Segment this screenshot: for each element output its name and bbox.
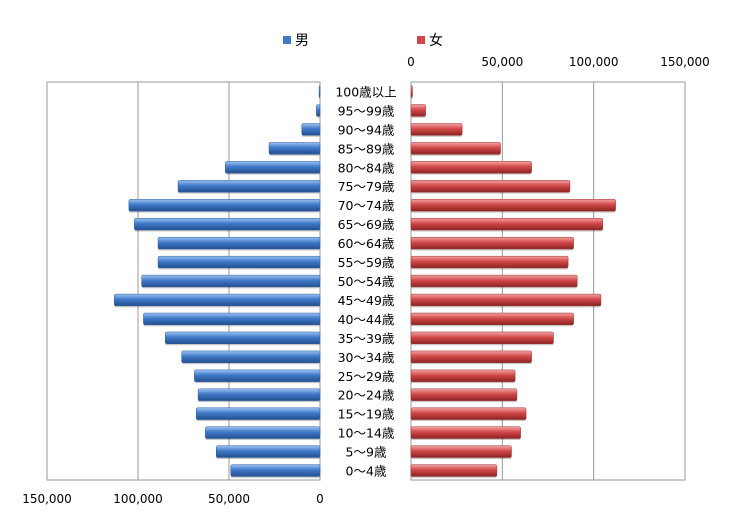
male-bar <box>194 369 321 382</box>
category-label: 80～84歳 <box>338 160 395 175</box>
female-bar <box>410 123 463 136</box>
right-tick-label: 100,000 <box>569 55 619 69</box>
left-tick-label: 150,000 <box>22 492 72 506</box>
category-label: 75～79歳 <box>338 179 395 194</box>
female-bar <box>410 85 413 98</box>
female-bar <box>410 407 527 420</box>
male-bar <box>205 426 321 439</box>
female-bar <box>410 331 554 344</box>
male-bar <box>177 180 321 193</box>
female-bar <box>410 274 578 288</box>
category-label: 45～49歳 <box>338 293 395 308</box>
category-label: 15～19歳 <box>338 407 395 422</box>
male-bar <box>301 123 321 136</box>
female-bar <box>410 199 616 212</box>
category-label: 0～4歳 <box>346 464 387 479</box>
female-bar <box>410 445 512 458</box>
male-bar <box>195 407 321 420</box>
legend-label-female: 女 <box>429 33 443 49</box>
male-bar <box>230 464 321 477</box>
female-bar <box>410 218 604 231</box>
category-label: 10～14歳 <box>338 426 395 441</box>
female-bar <box>410 180 571 193</box>
female-bar <box>410 464 498 477</box>
category-label: 5～9歳 <box>346 445 387 460</box>
male-bar <box>318 85 321 98</box>
male-bar <box>165 331 321 344</box>
female-bar <box>410 369 516 382</box>
category-label: 55～59歳 <box>338 255 395 270</box>
male-bar <box>128 199 321 212</box>
left-tick-label: 0 <box>316 492 324 506</box>
legend-swatch-female <box>417 36 425 44</box>
category-label: 20～24歳 <box>338 388 395 403</box>
male-bar <box>141 274 321 288</box>
male-bar <box>216 445 321 458</box>
category-label: 65～69歳 <box>338 217 395 232</box>
category-label: 25～29歳 <box>338 369 395 384</box>
female-bar <box>410 350 532 363</box>
category-label: 60～64歳 <box>338 236 395 251</box>
right-tick-label: 50,000 <box>481 55 523 69</box>
legend-item-male: 男 <box>283 30 309 50</box>
male-bar <box>134 218 321 231</box>
male-bar <box>181 350 321 363</box>
category-label: 85～89歳 <box>338 141 395 156</box>
male-bar <box>268 142 321 155</box>
male-bar <box>316 104 321 117</box>
male-bar <box>225 161 321 174</box>
category-label: 70～74歳 <box>338 198 395 213</box>
right-tick-label: 150,000 <box>660 55 710 69</box>
female-bar <box>410 142 501 155</box>
category-label: 35～39歳 <box>338 331 395 346</box>
category-label: 30～34歳 <box>338 350 395 365</box>
legend-label-male: 男 <box>295 33 309 49</box>
category-label: 90～94歳 <box>338 122 395 137</box>
female-bar <box>410 426 521 439</box>
male-bar <box>143 312 321 326</box>
male-bar <box>157 236 321 250</box>
male-bar <box>157 255 321 269</box>
female-bar <box>410 104 426 117</box>
female-bar <box>410 312 574 326</box>
category-label: 100歳以上 <box>335 84 396 99</box>
legend-item-female: 女 <box>417 30 443 50</box>
female-bar <box>410 388 518 401</box>
legend-swatch-male <box>283 36 291 44</box>
left-tick-label: 50,000 <box>208 492 250 506</box>
female-bar <box>410 236 574 250</box>
category-label: 95～99歳 <box>338 103 395 118</box>
category-label: 40～44歳 <box>338 312 395 327</box>
male-bar <box>114 293 321 307</box>
category-label: 50～54歳 <box>338 274 395 289</box>
right-tick-label: 0 <box>407 55 415 69</box>
left-tick-label: 100,000 <box>113 492 163 506</box>
female-bar <box>410 161 532 174</box>
female-bar <box>410 255 569 269</box>
female-bar <box>410 293 602 307</box>
male-bar <box>197 388 321 401</box>
